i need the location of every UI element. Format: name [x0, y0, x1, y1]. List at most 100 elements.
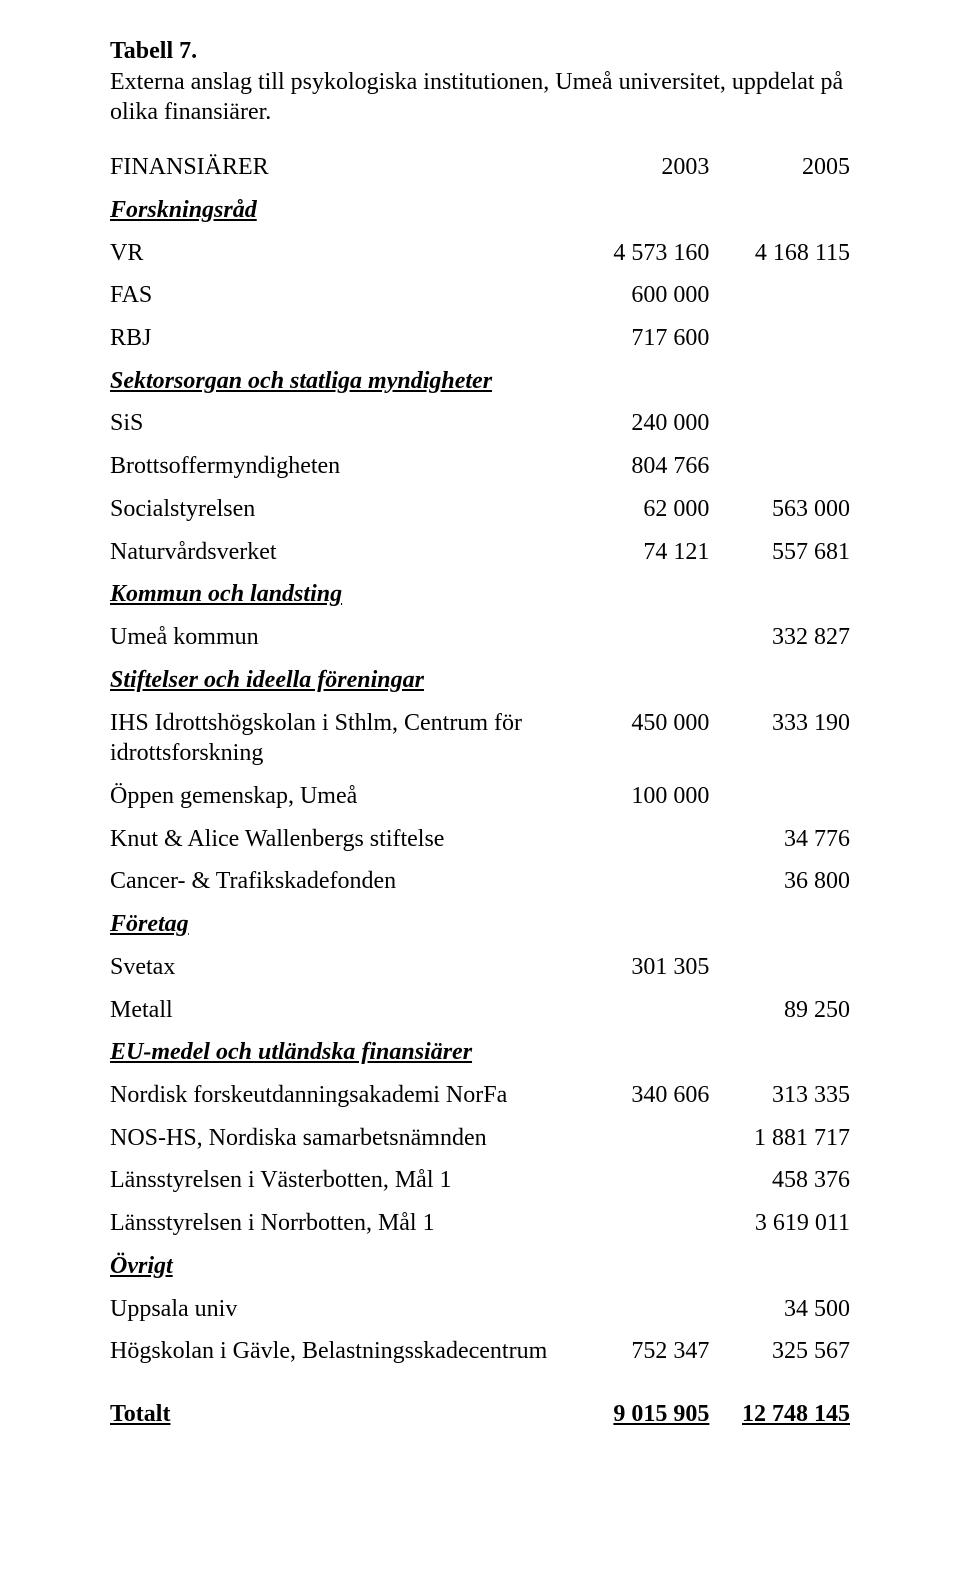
row-value-2005: 333 190 [709, 702, 850, 775]
table-row: Nordisk forskeutdanningsakademi NorFa 34… [110, 1074, 850, 1117]
row-label: IHS Idrottshögskolan i Sthlm, Centrum fö… [110, 702, 569, 775]
row-label: Metall [110, 989, 569, 1032]
header-financier: FINANSIÄRER [110, 146, 569, 189]
row-value-2003: 4 573 160 [569, 232, 710, 275]
table-row: Länsstyrelsen i Norrbotten, Mål 1 3 619 … [110, 1202, 850, 1245]
header-row: FINANSIÄRER 2003 2005 [110, 146, 850, 189]
row-label: Socialstyrelsen [110, 488, 569, 531]
section-foretag: Företag [110, 903, 569, 946]
row-value-2005: 563 000 [709, 488, 850, 531]
row-value-2005: 458 376 [709, 1159, 850, 1202]
row-value-2003: 450 000 [569, 702, 710, 775]
table-row: NOS-HS, Nordiska samarbetsnämnden 1 881 … [110, 1117, 850, 1160]
row-label: Nordisk forskeutdanningsakademi NorFa [110, 1074, 569, 1117]
table-row: IHS Idrottshögskolan i Sthlm, Centrum fö… [110, 702, 850, 775]
row-label: SiS [110, 402, 569, 445]
row-value-2003: 74 121 [569, 531, 710, 574]
section-row: EU-medel och utländska finansiärer [110, 1031, 850, 1074]
table-row: Umeå kommun 332 827 [110, 616, 850, 659]
row-value-2005: 36 800 [709, 860, 850, 903]
row-value-2003: 100 000 [569, 775, 710, 818]
row-value-2005: 325 567 [709, 1330, 850, 1373]
table-number: Tabell 7. [110, 38, 197, 64]
total-row: Totalt 9 015 905 12 748 145 [110, 1373, 850, 1436]
row-value-2005: 313 335 [709, 1074, 850, 1117]
row-value-2003 [569, 989, 710, 1032]
table-row: Cancer- & Trafikskadefonden 36 800 [110, 860, 850, 903]
section-row: Stiftelser och ideella föreningar [110, 659, 850, 702]
total-value-2003: 9 015 905 [613, 1401, 709, 1427]
section-stiftelser: Stiftelser och ideella föreningar [110, 659, 569, 702]
row-value-2005 [709, 775, 850, 818]
table-row: FAS 600 000 [110, 274, 850, 317]
row-value-2005: 3 619 011 [709, 1202, 850, 1245]
total-label: Totalt [110, 1373, 569, 1436]
section-kommun: Kommun och landsting [110, 573, 569, 616]
row-value-2003: 717 600 [569, 317, 710, 360]
section-row: Sektorsorgan och statliga myndigheter [110, 360, 850, 403]
row-value-2005 [709, 274, 850, 317]
row-label: Naturvårdsverket [110, 531, 569, 574]
section-row: Företag [110, 903, 850, 946]
row-label: Knut & Alice Wallenbergs stiftelse [110, 818, 569, 861]
row-value-2003 [569, 1159, 710, 1202]
row-label: Cancer- & Trafikskadefonden [110, 860, 569, 903]
table-row: Svetax 301 305 [110, 946, 850, 989]
total-value-2005: 12 748 145 [742, 1401, 850, 1427]
row-value-2005 [709, 317, 850, 360]
row-value-2003: 62 000 [569, 488, 710, 531]
row-value-2005: 34 500 [709, 1288, 850, 1331]
table-row: Brottsoffermyndigheten 804 766 [110, 445, 850, 488]
row-value-2003 [569, 818, 710, 861]
table-row: Länsstyrelsen i Västerbotten, Mål 1 458 … [110, 1159, 850, 1202]
row-value-2003: 240 000 [569, 402, 710, 445]
row-value-2003 [569, 1117, 710, 1160]
row-value-2005 [709, 445, 850, 488]
table-row: RBJ 717 600 [110, 317, 850, 360]
table-row: Högskolan i Gävle, Belastningsskadecentr… [110, 1330, 850, 1373]
section-eu: EU-medel och utländska finansiärer [110, 1031, 569, 1074]
row-label: Svetax [110, 946, 569, 989]
row-label: Öppen gemenskap, Umeå [110, 775, 569, 818]
table-description: Externa anslag till psykologiska institu… [110, 69, 843, 126]
row-label: Brottsoffermyndigheten [110, 445, 569, 488]
row-value-2005: 34 776 [709, 818, 850, 861]
row-value-2003 [569, 1202, 710, 1245]
row-value-2005: 557 681 [709, 531, 850, 574]
section-forskningsrad: Forskningsråd [110, 189, 569, 232]
section-sektorsorgan: Sektorsorgan och statliga myndigheter [110, 360, 569, 403]
header-year-2005: 2005 [709, 146, 850, 189]
row-value-2005: 1 881 717 [709, 1117, 850, 1160]
section-ovrigt: Övrigt [110, 1245, 569, 1288]
table-row: Knut & Alice Wallenbergs stiftelse 34 77… [110, 818, 850, 861]
table-row: VR 4 573 160 4 168 115 [110, 232, 850, 275]
row-value-2003: 804 766 [569, 445, 710, 488]
finance-table: FINANSIÄRER 2003 2005 Forskningsråd VR 4… [110, 146, 850, 1436]
table-row: SiS 240 000 [110, 402, 850, 445]
row-value-2003: 340 606 [569, 1074, 710, 1117]
row-value-2003: 752 347 [569, 1330, 710, 1373]
row-value-2003 [569, 616, 710, 659]
row-value-2005: 332 827 [709, 616, 850, 659]
row-label: FAS [110, 274, 569, 317]
row-value-2005 [709, 946, 850, 989]
section-row: Övrigt [110, 1245, 850, 1288]
row-value-2003 [569, 860, 710, 903]
table-row: Metall 89 250 [110, 989, 850, 1032]
table-row: Naturvårdsverket 74 121 557 681 [110, 531, 850, 574]
row-label: VR [110, 232, 569, 275]
table-row: Uppsala univ 34 500 [110, 1288, 850, 1331]
row-label: Umeå kommun [110, 616, 569, 659]
row-value-2005 [709, 402, 850, 445]
row-label: Länsstyrelsen i Norrbotten, Mål 1 [110, 1202, 569, 1245]
table-row: Öppen gemenskap, Umeå 100 000 [110, 775, 850, 818]
row-label: NOS-HS, Nordiska samarbetsnämnden [110, 1117, 569, 1160]
section-row: Forskningsråd [110, 189, 850, 232]
row-label: Högskolan i Gävle, Belastningsskadecentr… [110, 1330, 569, 1373]
row-value-2003 [569, 1288, 710, 1331]
header-year-2003: 2003 [569, 146, 710, 189]
row-label: RBJ [110, 317, 569, 360]
row-value-2003: 600 000 [569, 274, 710, 317]
section-row: Kommun och landsting [110, 573, 850, 616]
row-value-2005: 4 168 115 [709, 232, 850, 275]
